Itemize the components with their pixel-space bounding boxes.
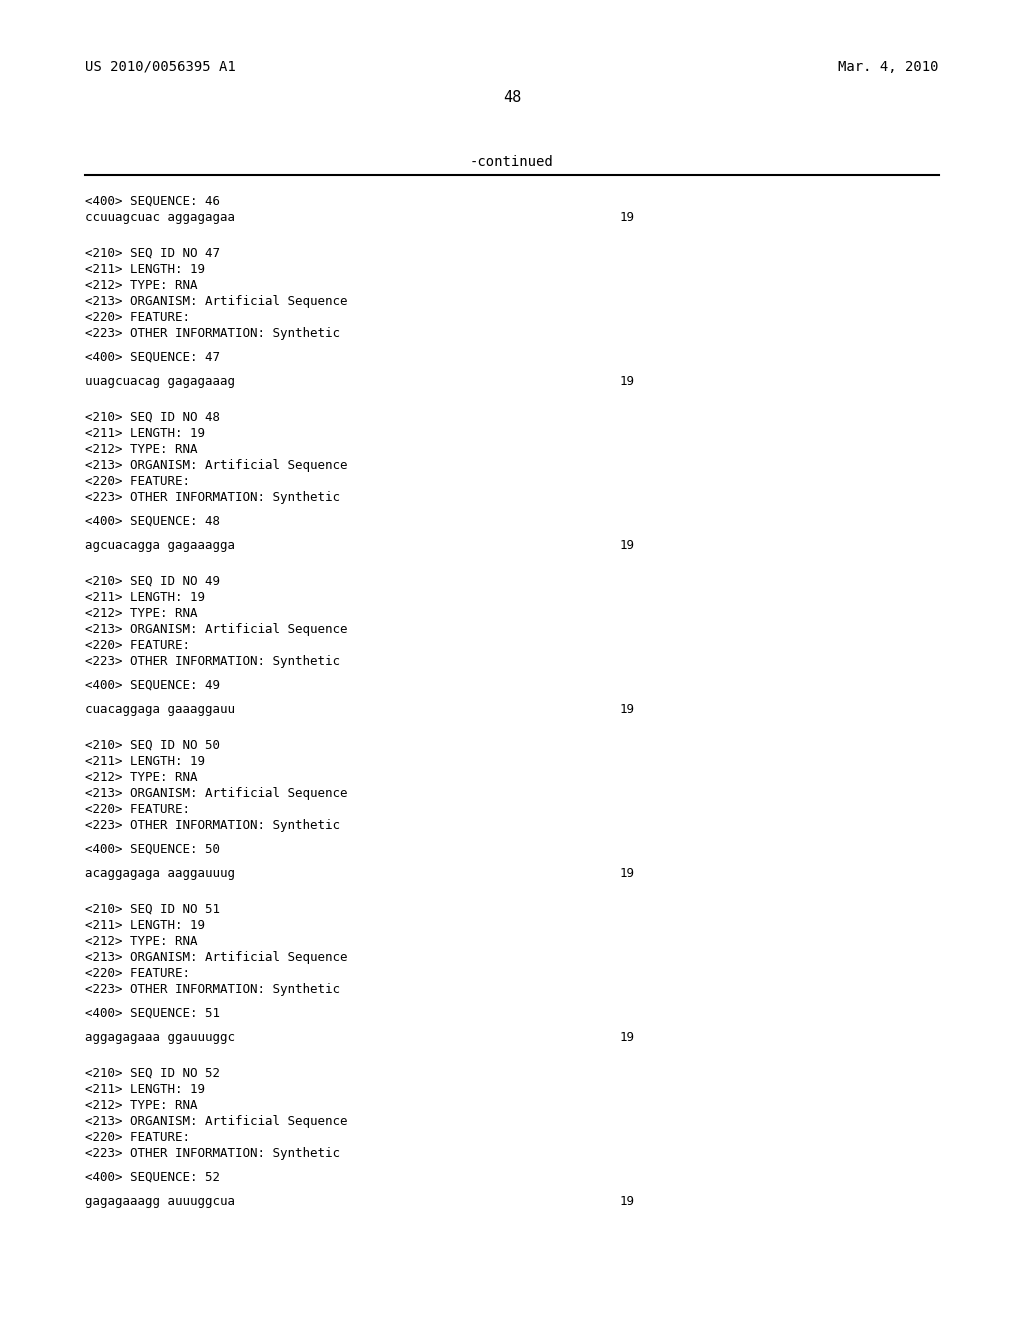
Text: <210> SEQ ID NO 47: <210> SEQ ID NO 47 (85, 247, 220, 260)
Text: <210> SEQ ID NO 49: <210> SEQ ID NO 49 (85, 576, 220, 587)
Text: <400> SEQUENCE: 52: <400> SEQUENCE: 52 (85, 1171, 220, 1184)
Text: uuagcuacag gagagaaag: uuagcuacag gagagaaag (85, 375, 234, 388)
Text: <220> FEATURE:: <220> FEATURE: (85, 312, 190, 323)
Text: <212> TYPE: RNA: <212> TYPE: RNA (85, 771, 198, 784)
Text: <400> SEQUENCE: 48: <400> SEQUENCE: 48 (85, 515, 220, 528)
Text: 19: 19 (620, 539, 635, 552)
Text: agcuacagga gagaaagga: agcuacagga gagaaagga (85, 539, 234, 552)
Text: <400> SEQUENCE: 49: <400> SEQUENCE: 49 (85, 678, 220, 692)
Text: <213> ORGANISM: Artificial Sequence: <213> ORGANISM: Artificial Sequence (85, 950, 347, 964)
Text: cuacaggaga gaaaggauu: cuacaggaga gaaaggauu (85, 704, 234, 715)
Text: <211> LENGTH: 19: <211> LENGTH: 19 (85, 263, 205, 276)
Text: <223> OTHER INFORMATION: Synthetic: <223> OTHER INFORMATION: Synthetic (85, 983, 340, 997)
Text: <400> SEQUENCE: 50: <400> SEQUENCE: 50 (85, 843, 220, 855)
Text: 48: 48 (503, 90, 521, 106)
Text: <223> OTHER INFORMATION: Synthetic: <223> OTHER INFORMATION: Synthetic (85, 491, 340, 504)
Text: <211> LENGTH: 19: <211> LENGTH: 19 (85, 919, 205, 932)
Text: ccuuagcuac aggagagaa: ccuuagcuac aggagagaa (85, 211, 234, 224)
Text: 19: 19 (620, 867, 635, 880)
Text: <212> TYPE: RNA: <212> TYPE: RNA (85, 1100, 198, 1111)
Text: <210> SEQ ID NO 52: <210> SEQ ID NO 52 (85, 1067, 220, 1080)
Text: <212> TYPE: RNA: <212> TYPE: RNA (85, 935, 198, 948)
Text: <212> TYPE: RNA: <212> TYPE: RNA (85, 607, 198, 620)
Text: <211> LENGTH: 19: <211> LENGTH: 19 (85, 1082, 205, 1096)
Text: gagagaaagg auuuggcua: gagagaaagg auuuggcua (85, 1195, 234, 1208)
Text: 19: 19 (620, 1195, 635, 1208)
Text: <223> OTHER INFORMATION: Synthetic: <223> OTHER INFORMATION: Synthetic (85, 327, 340, 341)
Text: <220> FEATURE:: <220> FEATURE: (85, 803, 190, 816)
Text: 19: 19 (620, 375, 635, 388)
Text: <211> LENGTH: 19: <211> LENGTH: 19 (85, 426, 205, 440)
Text: <213> ORGANISM: Artificial Sequence: <213> ORGANISM: Artificial Sequence (85, 623, 347, 636)
Text: <212> TYPE: RNA: <212> TYPE: RNA (85, 279, 198, 292)
Text: Mar. 4, 2010: Mar. 4, 2010 (839, 59, 939, 74)
Text: <211> LENGTH: 19: <211> LENGTH: 19 (85, 755, 205, 768)
Text: <213> ORGANISM: Artificial Sequence: <213> ORGANISM: Artificial Sequence (85, 459, 347, 473)
Text: 19: 19 (620, 704, 635, 715)
Text: 19: 19 (620, 1031, 635, 1044)
Text: <223> OTHER INFORMATION: Synthetic: <223> OTHER INFORMATION: Synthetic (85, 818, 340, 832)
Text: <223> OTHER INFORMATION: Synthetic: <223> OTHER INFORMATION: Synthetic (85, 1147, 340, 1160)
Text: <220> FEATURE:: <220> FEATURE: (85, 968, 190, 979)
Text: acaggagaga aaggauuug: acaggagaga aaggauuug (85, 867, 234, 880)
Text: <213> ORGANISM: Artificial Sequence: <213> ORGANISM: Artificial Sequence (85, 1115, 347, 1129)
Text: <400> SEQUENCE: 46: <400> SEQUENCE: 46 (85, 195, 220, 209)
Text: <210> SEQ ID NO 51: <210> SEQ ID NO 51 (85, 903, 220, 916)
Text: <213> ORGANISM: Artificial Sequence: <213> ORGANISM: Artificial Sequence (85, 787, 347, 800)
Text: <213> ORGANISM: Artificial Sequence: <213> ORGANISM: Artificial Sequence (85, 294, 347, 308)
Text: 19: 19 (620, 211, 635, 224)
Text: <400> SEQUENCE: 47: <400> SEQUENCE: 47 (85, 351, 220, 364)
Text: <220> FEATURE:: <220> FEATURE: (85, 639, 190, 652)
Text: <212> TYPE: RNA: <212> TYPE: RNA (85, 444, 198, 455)
Text: <210> SEQ ID NO 50: <210> SEQ ID NO 50 (85, 739, 220, 752)
Text: <220> FEATURE:: <220> FEATURE: (85, 1131, 190, 1144)
Text: <211> LENGTH: 19: <211> LENGTH: 19 (85, 591, 205, 605)
Text: <210> SEQ ID NO 48: <210> SEQ ID NO 48 (85, 411, 220, 424)
Text: <223> OTHER INFORMATION: Synthetic: <223> OTHER INFORMATION: Synthetic (85, 655, 340, 668)
Text: <400> SEQUENCE: 51: <400> SEQUENCE: 51 (85, 1007, 220, 1020)
Text: <220> FEATURE:: <220> FEATURE: (85, 475, 190, 488)
Text: -continued: -continued (470, 154, 554, 169)
Text: US 2010/0056395 A1: US 2010/0056395 A1 (85, 59, 236, 74)
Text: aggagagaaa ggauuuggc: aggagagaaa ggauuuggc (85, 1031, 234, 1044)
